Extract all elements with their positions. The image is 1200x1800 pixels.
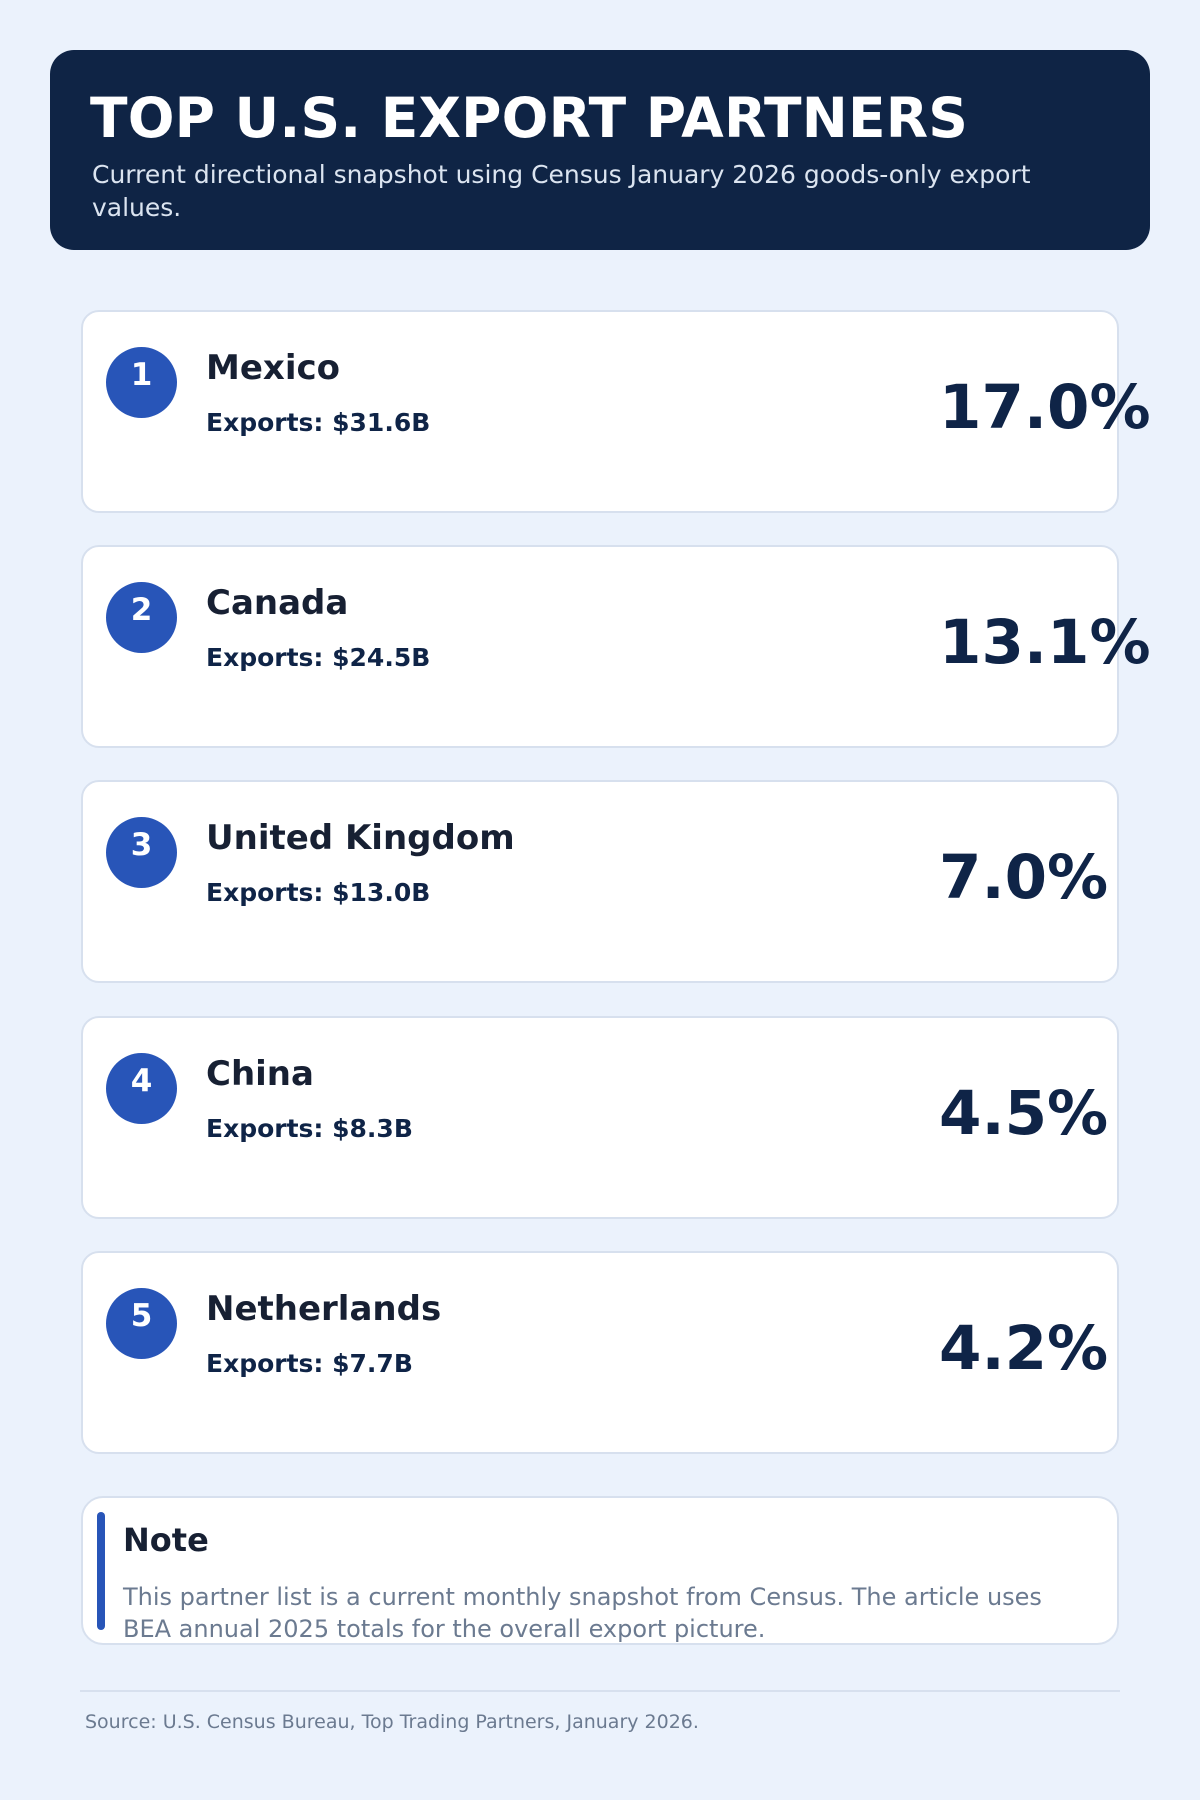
partner-name: Mexico	[206, 348, 340, 388]
partner-name: China	[206, 1054, 314, 1094]
partner-card: 1 Mexico Exports: $31.6B 17.0%	[81, 310, 1151, 513]
partner-exports: Exports: $31.6B	[206, 408, 431, 437]
partner-share: 13.1%	[939, 607, 1151, 678]
page-subtitle: Current directional snapshot using Censu…	[92, 160, 1031, 222]
note-card: Note This partner list is a current mont…	[81, 1496, 1119, 1645]
header-banner: TOP U.S. EXPORT PARTNERS Current directi…	[50, 50, 1150, 250]
rank-badge: 5	[106, 1288, 177, 1359]
rank-badge: 2	[106, 582, 177, 653]
partner-card: 3 United Kingdom Exports: $13.0B 7.0%	[81, 780, 1119, 983]
rank-badge: 4	[106, 1053, 177, 1124]
partner-exports: Exports: $13.0B	[206, 878, 431, 907]
note-body: This partner list is a current monthly s…	[123, 1583, 1042, 1643]
partner-share: 7.0%	[939, 842, 1109, 913]
partner-share: 4.2%	[939, 1313, 1109, 1384]
partner-name: United Kingdom	[206, 818, 515, 858]
partner-share: 4.5%	[939, 1078, 1109, 1149]
rank-badge: 1	[106, 347, 177, 418]
partner-card: 2 Canada Exports: $24.5B 13.1%	[81, 545, 1151, 748]
source-citation: Source: U.S. Census Bureau, Top Trading …	[85, 1711, 699, 1733]
note-accent-bar	[97, 1512, 105, 1630]
partner-share: 17.0%	[939, 372, 1151, 443]
partner-exports: Exports: $7.7B	[206, 1349, 413, 1378]
page-title: TOP U.S. EXPORT PARTNERS	[90, 86, 969, 150]
partner-exports: Exports: $24.5B	[206, 643, 431, 672]
partner-name: Canada	[206, 583, 349, 623]
rank-badge: 3	[106, 817, 177, 888]
footer-divider	[80, 1690, 1120, 1692]
note-title: Note	[123, 1521, 209, 1559]
partner-card: 4 China Exports: $8.3B 4.5%	[81, 1016, 1119, 1219]
partner-name: Netherlands	[206, 1289, 442, 1329]
partner-card: 5 Netherlands Exports: $7.7B 4.2%	[81, 1251, 1119, 1454]
partner-exports: Exports: $8.3B	[206, 1114, 413, 1143]
